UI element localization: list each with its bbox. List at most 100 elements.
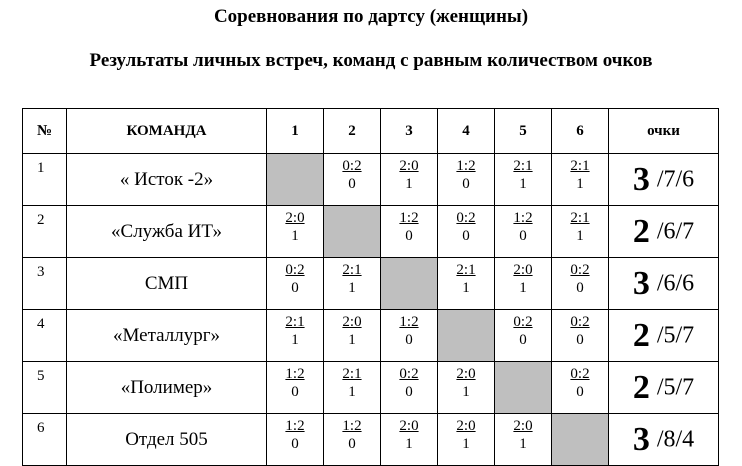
team-name: «Металлург» xyxy=(67,310,267,362)
match-cell: 0:2 0 xyxy=(552,310,609,362)
total-points: 3/6/6 xyxy=(609,258,719,310)
points-detail: /8/4 xyxy=(657,426,694,452)
match-points: 1 xyxy=(438,279,494,297)
total-points: 2/6/7 xyxy=(609,206,719,258)
match-score: 2:0 xyxy=(399,417,418,435)
total-points: 2/5/7 xyxy=(609,362,719,414)
match-points: 1 xyxy=(267,331,323,349)
team-name: «Служба ИТ» xyxy=(67,206,267,258)
match-points: 1 xyxy=(495,279,551,297)
match-points: 1 xyxy=(495,175,551,193)
self-match-cell xyxy=(438,310,495,362)
match-cell: 2:0 1 xyxy=(495,258,552,310)
match-score: 1:2 xyxy=(285,417,304,435)
match-score: 2:1 xyxy=(570,157,589,175)
match-cell: 1:2 0 xyxy=(381,310,438,362)
points-detail: /7/6 xyxy=(657,166,694,192)
match-points: 1 xyxy=(438,435,494,453)
match-cell: 1:2 0 xyxy=(324,414,381,466)
self-match-cell xyxy=(267,154,324,206)
match-points: 0 xyxy=(438,227,494,245)
match-score: 0:2 xyxy=(342,157,361,175)
match-cell: 2:0 1 xyxy=(381,414,438,466)
self-match-cell xyxy=(552,414,609,466)
match-cell: 2:0 1 xyxy=(381,154,438,206)
match-cell: 1:2 0 xyxy=(381,206,438,258)
points-detail: /6/6 xyxy=(657,270,694,296)
table-row: 6 Отдел 505 1:2 0 1:2 0 2:0 1 2:0 1 2:0 1 3/8/4 xyxy=(23,414,719,466)
self-match-cell xyxy=(324,206,381,258)
match-cell: 2:1 1 xyxy=(552,154,609,206)
match-cell: 0:2 0 xyxy=(552,362,609,414)
points-detail: /6/7 xyxy=(657,218,694,244)
match-points: 1 xyxy=(267,227,323,245)
match-score: 0:2 xyxy=(399,365,418,383)
match-score: 2:0 xyxy=(399,157,418,175)
row-number: 1 xyxy=(23,154,67,206)
header-team: КОМАНДА xyxy=(67,109,267,154)
match-points: 0 xyxy=(495,331,551,349)
match-cell: 1:2 0 xyxy=(267,414,324,466)
match-points: 0 xyxy=(267,279,323,297)
match-cell: 2:0 1 xyxy=(438,362,495,414)
match-score: 0:2 xyxy=(570,313,589,331)
match-score: 2:0 xyxy=(513,417,532,435)
match-score: 1:2 xyxy=(513,209,532,227)
match-cell: 1:2 0 xyxy=(438,154,495,206)
team-name: Отдел 505 xyxy=(67,414,267,466)
match-cell: 2:1 1 xyxy=(495,154,552,206)
match-points: 0 xyxy=(324,175,380,193)
match-cell: 2:0 1 xyxy=(324,310,381,362)
team-name: СМП xyxy=(67,258,267,310)
match-score: 2:0 xyxy=(342,313,361,331)
table-row: 3 СМП 0:2 0 2:1 1 2:1 1 2:0 1 0:2 0 3/6/6 xyxy=(23,258,719,310)
match-points: 0 xyxy=(381,331,437,349)
match-points: 0 xyxy=(324,435,380,453)
results-table: № КОМАНДА 1 2 3 4 5 6 очки 1 « Исток -2» 0… xyxy=(22,108,719,466)
match-score: 1:2 xyxy=(399,209,418,227)
match-points: 0 xyxy=(381,227,437,245)
header-points: очки xyxy=(609,109,719,154)
match-cell: 2:0 1 xyxy=(267,206,324,258)
team-name: «Полимер» xyxy=(67,362,267,414)
match-points: 1 xyxy=(381,175,437,193)
table-row: 2 «Служба ИТ» 2:0 1 1:2 0 0:2 0 1:2 0 2:1 1 2/6/7 xyxy=(23,206,719,258)
match-cell: 2:1 1 xyxy=(438,258,495,310)
match-score: 1:2 xyxy=(399,313,418,331)
match-score: 2:1 xyxy=(342,365,361,383)
header-opponent-4: 4 xyxy=(438,109,495,154)
match-score: 0:2 xyxy=(513,313,532,331)
header-num: № xyxy=(23,109,67,154)
match-cell: 2:1 1 xyxy=(324,258,381,310)
row-number: 6 xyxy=(23,414,67,466)
match-cell: 0:2 0 xyxy=(324,154,381,206)
page-subtitle: Результаты личных встреч, команд с равны… xyxy=(0,50,742,72)
total-points: 3/7/6 xyxy=(609,154,719,206)
header-opponent-3: 3 xyxy=(381,109,438,154)
match-points: 1 xyxy=(495,435,551,453)
row-number: 4 xyxy=(23,310,67,362)
match-cell: 2:0 1 xyxy=(495,414,552,466)
points-total: 3 xyxy=(633,421,650,458)
table-row: 1 « Исток -2» 0:2 0 2:0 1 1:2 0 2:1 1 2:1 1 3/7/6 xyxy=(23,154,719,206)
row-number: 2 xyxy=(23,206,67,258)
match-score: 2:0 xyxy=(456,417,475,435)
match-score: 2:1 xyxy=(570,209,589,227)
match-score: 2:0 xyxy=(513,261,532,279)
match-score: 1:2 xyxy=(456,157,475,175)
match-score: 2:0 xyxy=(456,365,475,383)
match-points: 0 xyxy=(438,175,494,193)
match-points: 0 xyxy=(267,435,323,453)
match-score: 0:2 xyxy=(570,261,589,279)
match-cell: 0:2 0 xyxy=(381,362,438,414)
total-points: 3/8/4 xyxy=(609,414,719,466)
row-number: 5 xyxy=(23,362,67,414)
match-score: 0:2 xyxy=(285,261,304,279)
header-opponent-6: 6 xyxy=(552,109,609,154)
match-score: 2:1 xyxy=(342,261,361,279)
match-score: 2:1 xyxy=(285,313,304,331)
points-total: 3 xyxy=(633,161,650,198)
match-score: 2:1 xyxy=(456,261,475,279)
match-cell: 0:2 0 xyxy=(552,258,609,310)
points-total: 2 xyxy=(633,369,650,406)
